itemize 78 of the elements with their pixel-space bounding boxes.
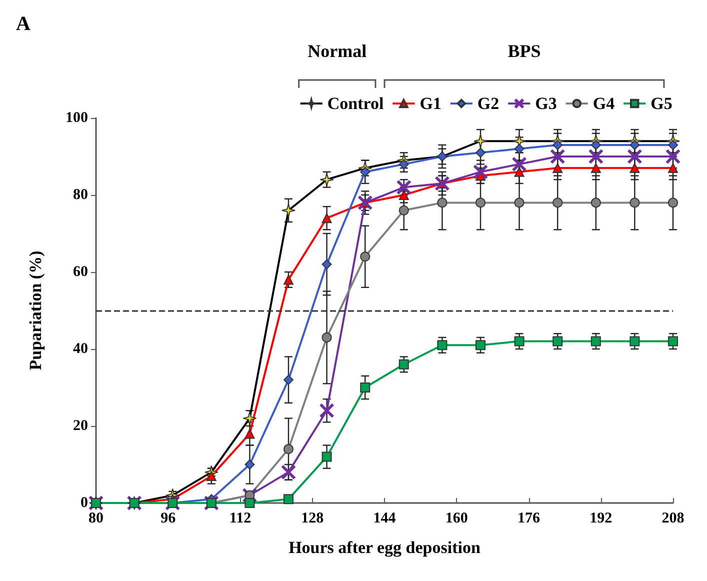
point bbox=[476, 148, 486, 158]
y-tick-label: 100 bbox=[66, 110, 88, 126]
point bbox=[552, 163, 563, 174]
point bbox=[630, 163, 640, 174]
point bbox=[322, 213, 332, 224]
point bbox=[360, 252, 370, 262]
point bbox=[514, 336, 524, 346]
legend-label: G1 bbox=[420, 94, 442, 113]
text: Normal bbox=[308, 41, 367, 61]
point bbox=[206, 471, 216, 482]
legend-label: G2 bbox=[477, 94, 500, 113]
point bbox=[666, 150, 680, 164]
point bbox=[398, 159, 409, 170]
point bbox=[360, 166, 370, 177]
point bbox=[550, 150, 565, 164]
y-tick-label: 0 bbox=[80, 495, 88, 511]
x-tick-label: 176 bbox=[518, 510, 540, 526]
point bbox=[320, 404, 334, 418]
point bbox=[630, 140, 640, 150]
point bbox=[398, 359, 409, 370]
point bbox=[630, 336, 640, 346]
x-tick-label: 112 bbox=[229, 510, 252, 526]
x-tick-label: 208 bbox=[662, 510, 684, 526]
point bbox=[668, 198, 678, 208]
point bbox=[630, 198, 640, 208]
point bbox=[668, 163, 678, 174]
point bbox=[322, 259, 332, 270]
y-axis-title: Pupariation (%) bbox=[26, 250, 45, 370]
point bbox=[360, 382, 370, 392]
point bbox=[322, 452, 332, 462]
x-tick-label: 96 bbox=[160, 510, 176, 526]
legend-label: G5 bbox=[650, 94, 672, 113]
point bbox=[283, 374, 294, 385]
point bbox=[244, 460, 255, 470]
point bbox=[588, 150, 603, 164]
point bbox=[514, 198, 524, 208]
point bbox=[476, 340, 486, 350]
y-tick-label: 80 bbox=[73, 187, 88, 203]
point bbox=[628, 150, 642, 164]
point bbox=[244, 498, 255, 508]
point bbox=[437, 198, 448, 208]
point bbox=[552, 140, 563, 150]
text: BPS bbox=[508, 41, 541, 61]
point bbox=[283, 494, 294, 504]
point bbox=[590, 140, 601, 150]
point bbox=[590, 198, 601, 208]
x-tick-label: 80 bbox=[88, 510, 104, 526]
point bbox=[398, 205, 409, 216]
x-tick-label: 160 bbox=[445, 510, 468, 526]
point bbox=[668, 140, 678, 150]
x-axis-title: Hours after egg deposition bbox=[288, 538, 481, 557]
point bbox=[437, 340, 448, 350]
text: A bbox=[16, 13, 31, 35]
point bbox=[244, 428, 255, 439]
point bbox=[552, 336, 563, 346]
point bbox=[552, 198, 563, 208]
point bbox=[590, 163, 601, 174]
point bbox=[512, 157, 526, 172]
point bbox=[396, 180, 411, 194]
x-tick-label: 128 bbox=[301, 510, 324, 526]
point bbox=[668, 336, 678, 346]
legend-label: G3 bbox=[535, 94, 557, 113]
y-tick-label: 20 bbox=[73, 418, 88, 434]
y-tick-label: 40 bbox=[73, 341, 88, 357]
point bbox=[322, 332, 332, 342]
point bbox=[474, 164, 488, 179]
point bbox=[590, 336, 601, 346]
legend-label: G4 bbox=[592, 94, 616, 113]
point bbox=[283, 444, 294, 454]
x-tick-label: 192 bbox=[590, 510, 612, 526]
point bbox=[514, 144, 524, 154]
point bbox=[476, 198, 486, 208]
point bbox=[398, 190, 409, 200]
y-tick-label: 60 bbox=[73, 264, 88, 280]
point bbox=[514, 166, 524, 177]
x-tick-label: 144 bbox=[373, 510, 396, 526]
point bbox=[283, 274, 294, 285]
legend-label: Control bbox=[327, 94, 384, 113]
